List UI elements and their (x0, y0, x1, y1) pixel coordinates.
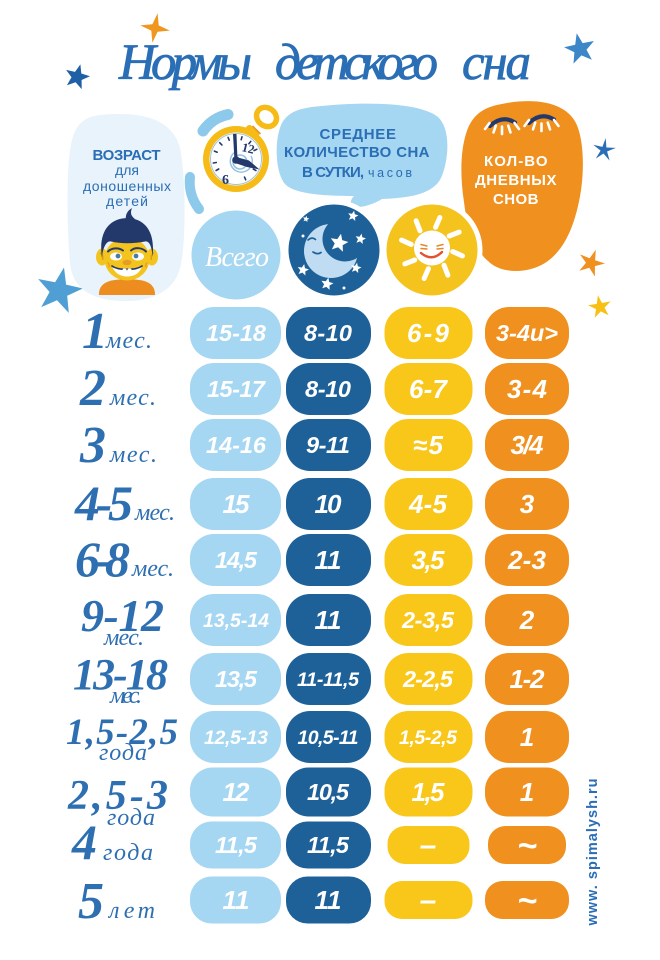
svg-text:12: 12 (223, 777, 251, 807)
svg-text:года: года (107, 805, 155, 831)
svg-text:1: 1 (82, 303, 108, 360)
svg-text:3/4: 3/4 (511, 430, 545, 460)
svg-text:15-17: 15-17 (207, 376, 266, 402)
svg-text:5: 5 (78, 873, 104, 930)
svg-text:1: 1 (520, 722, 534, 752)
svg-text:года: года (103, 840, 153, 866)
svg-text:2,5-3: 2,5-3 (67, 773, 168, 819)
svg-text:года: года (99, 740, 147, 766)
svg-text:9-11: 9-11 (306, 432, 350, 458)
svg-text:10,5-11: 10,5-11 (298, 727, 359, 749)
svg-text:4: 4 (71, 814, 97, 870)
svg-text:КОЛИЧЕСТВО СНА: КОЛИЧЕСТВО СНА (284, 144, 430, 161)
svg-text:8-10: 8-10 (304, 320, 352, 346)
svg-text:–: – (420, 829, 437, 862)
svg-text:КОЛ-ВО: КОЛ-ВО (484, 153, 548, 170)
svg-text:11: 11 (223, 885, 250, 915)
svg-text:часов: часов (368, 166, 413, 180)
svg-text:3,5: 3,5 (412, 545, 446, 575)
svg-text:мес.: мес. (109, 385, 156, 411)
svg-text:6-7: 6-7 (409, 374, 449, 404)
svg-text:6-8: 6-8 (75, 531, 130, 587)
svg-text:1-2: 1-2 (510, 664, 546, 694)
svg-text:9-12: 9-12 (81, 590, 164, 641)
svg-text:15: 15 (223, 489, 251, 519)
svg-text:13-18: 13-18 (73, 650, 168, 699)
svg-text:2: 2 (519, 605, 535, 635)
svg-text:10,5: 10,5 (307, 779, 350, 805)
svg-text:6: 6 (222, 173, 229, 188)
svg-text:11,5: 11,5 (215, 832, 258, 858)
svg-text:СНОВ: СНОВ (493, 191, 539, 208)
svg-text:3: 3 (79, 417, 106, 474)
svg-text:3-4и>: 3-4и> (496, 320, 558, 346)
svg-text:сна: сна (462, 35, 531, 91)
svg-text:4-5: 4-5 (408, 489, 448, 519)
svg-text:мес.: мес. (134, 500, 175, 526)
svg-text:2: 2 (79, 360, 106, 417)
svg-text:мес.: мес. (105, 328, 152, 354)
svg-text:8-10: 8-10 (305, 376, 351, 402)
svg-text:10: 10 (315, 489, 343, 519)
svg-text:11: 11 (315, 885, 342, 915)
svg-text:Нормы: Нормы (118, 35, 252, 91)
svg-text:11-11,5: 11-11,5 (297, 669, 360, 691)
svg-text:~: ~ (517, 882, 537, 920)
svg-text:В СУТКИ,: В СУТКИ, (302, 164, 364, 181)
svg-text:11: 11 (315, 605, 342, 635)
svg-text:СРЕДНЕЕ: СРЕДНЕЕ (320, 126, 397, 143)
svg-text:4-5: 4-5 (74, 475, 133, 531)
svg-text:2-2,5: 2-2,5 (402, 666, 454, 692)
svg-text:12,5-13: 12,5-13 (204, 727, 268, 749)
svg-text:мес.: мес. (103, 625, 144, 651)
svg-text:мес.: мес. (109, 442, 157, 468)
svg-text:Всего: Всего (205, 242, 269, 273)
svg-text:www. spimalysh.ru: www. spimalysh.ru (585, 779, 601, 927)
svg-text:1: 1 (520, 777, 534, 807)
svg-text:–: – (420, 884, 437, 917)
svg-text:мес.: мес. (109, 683, 142, 709)
svg-text:детей: детей (106, 193, 148, 209)
svg-text:12: 12 (240, 140, 256, 157)
svg-text:лет: лет (107, 898, 155, 924)
svg-text:11: 11 (315, 545, 342, 575)
svg-text:3: 3 (520, 489, 535, 519)
svg-text:для: для (115, 162, 139, 178)
svg-text:мес.: мес. (131, 556, 174, 582)
svg-text:2-3,5: 2-3,5 (401, 607, 455, 633)
svg-text:детского: детского (275, 35, 438, 91)
svg-text:13,5: 13,5 (215, 666, 258, 692)
svg-text:ВОЗРАСТ: ВОЗРАСТ (93, 147, 162, 164)
svg-text:14,5: 14,5 (215, 547, 258, 573)
svg-text:ДНЕВНЫХ: ДНЕВНЫХ (475, 172, 557, 189)
svg-text:1,5-2,5: 1,5-2,5 (399, 727, 458, 749)
svg-text:13,5-14: 13,5-14 (203, 610, 269, 632)
svg-text:доношенных: доношенных (83, 178, 171, 194)
svg-text:≈5: ≈5 (413, 430, 444, 460)
svg-text:1,5: 1,5 (412, 777, 446, 807)
svg-text:2-3: 2-3 (507, 545, 547, 575)
svg-text:15-18: 15-18 (206, 320, 267, 346)
svg-text:~: ~ (517, 827, 537, 865)
svg-text:14-16: 14-16 (206, 432, 267, 458)
svg-text:11,5: 11,5 (307, 832, 350, 858)
svg-text:6-9: 6-9 (407, 318, 450, 348)
svg-text:3-4: 3-4 (507, 374, 548, 404)
